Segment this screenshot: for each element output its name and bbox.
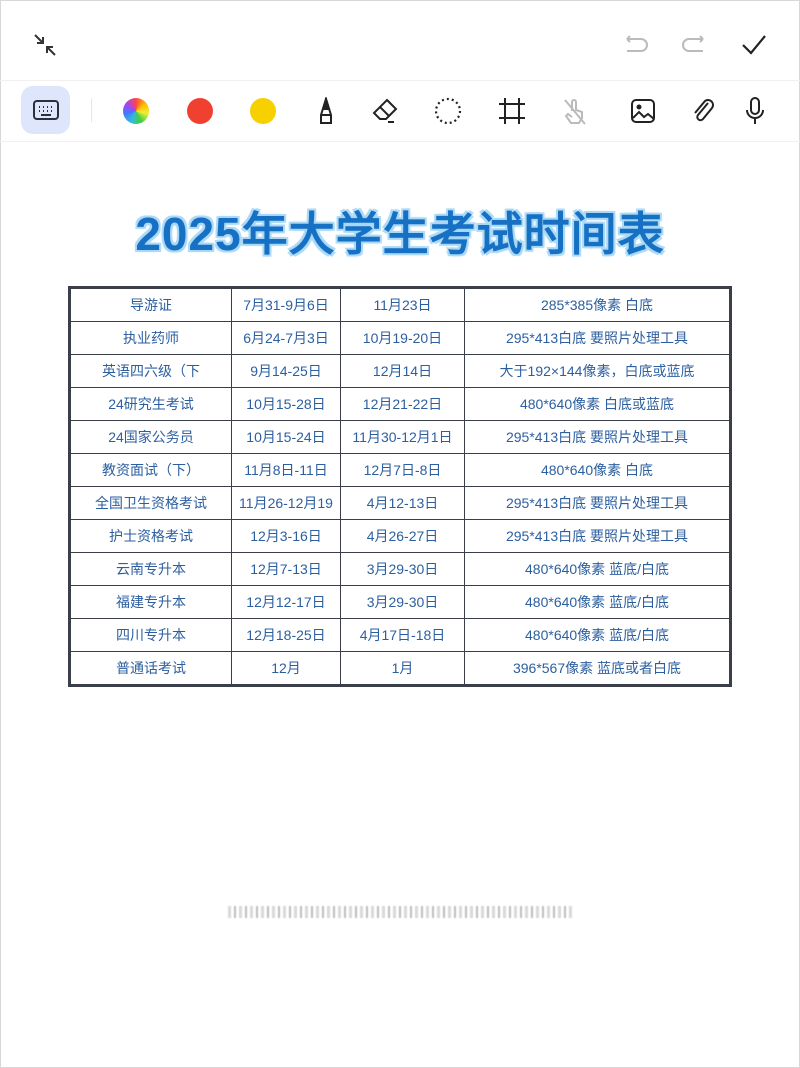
photo-requirement-cell: 285*385像素 白底: [464, 287, 731, 322]
attachment-icon[interactable]: [688, 96, 718, 126]
exam-dates-cell: 3月29-30日: [340, 552, 465, 586]
table-row: 福建专升本 12月12-17日 3月29-30日 480*640像素 蓝底/白底: [69, 585, 731, 619]
exam-dates-cell: 10月19-20日: [340, 321, 465, 355]
table-row: 执业药师 6月24-7月3日 10月19-20日 295*413白底 要照片处理工具: [69, 321, 731, 355]
keyboard-icon: [32, 100, 59, 120]
registration-dates-cell: 10月15-28日: [231, 387, 341, 421]
photo-requirement-cell: 480*640像素 白底或蓝底: [464, 387, 731, 421]
photo-requirement-cell: 295*413白底 要照片处理工具: [464, 486, 731, 520]
table-row: 导游证 7月31-9月6日 11月23日 285*385像素 白底: [69, 287, 731, 322]
exam-name-cell: 英语四六级（下: [69, 354, 232, 388]
exam-dates-cell: 12月21-22日: [340, 387, 465, 421]
photo-requirement-cell: 295*413白底 要照片处理工具: [464, 519, 731, 553]
color-wheel-icon[interactable]: [122, 97, 150, 125]
photo-requirement-cell: 396*567像素 蓝底或者白底: [464, 651, 731, 686]
red-color-icon[interactable]: [186, 97, 214, 125]
eraser-icon[interactable]: [370, 96, 400, 126]
photo-requirement-cell: 大于192×144像素，白底或蓝底: [464, 354, 731, 388]
exam-dates-cell: 4月12-13日: [340, 486, 465, 520]
drawing-toolbar: [0, 80, 800, 142]
exam-name-cell: 执业药师: [69, 321, 232, 355]
photo-requirement-cell: 295*413白底 要照片处理工具: [464, 420, 731, 454]
blurred-watermark: [228, 906, 573, 918]
exam-schedule-table: 导游证 7月31-9月6日 11月23日 285*385像素 白底 执业药师 6月24-7…: [68, 286, 732, 687]
registration-dates-cell: 11月8日-11日: [231, 453, 341, 487]
registration-dates-cell: 12月: [231, 651, 341, 686]
table-row: 教资面试（下） 11月8日-11日 12月7日-8日 480*640像素 白底: [69, 453, 731, 487]
exam-name-cell: 导游证: [69, 287, 232, 322]
registration-dates-cell: 12月12-17日: [231, 585, 341, 619]
registration-dates-cell: 6月24-7月3日: [231, 321, 341, 355]
registration-dates-cell: 12月18-25日: [231, 618, 341, 652]
exam-dates-cell: 11月23日: [340, 287, 465, 322]
image-icon[interactable]: [628, 96, 658, 126]
undo-icon[interactable]: [618, 32, 652, 58]
lasso-icon[interactable]: [433, 96, 463, 126]
pen-icon[interactable]: [312, 95, 340, 127]
exam-dates-cell: 11月30-12月1日: [340, 420, 465, 454]
exam-name-cell: 24研究生考试: [69, 387, 232, 421]
photo-requirement-cell: 480*640像素 蓝底/白底: [464, 585, 731, 619]
table-row: 普通话考试 12月 1月 396*567像素 蓝底或者白底: [69, 651, 731, 686]
exam-name-cell: 教资面试（下）: [69, 453, 232, 487]
exam-dates-cell: 4月17日-18日: [340, 618, 465, 652]
exam-name-cell: 24国家公务员: [69, 420, 232, 454]
table-row: 全国卫生资格考试 11月26-12月19 4月12-13日 295*413白底 要照片…: [69, 486, 731, 520]
exam-name-cell: 全国卫生资格考试: [69, 486, 232, 520]
table-row: 英语四六级（下 9月14-25日 12月14日 大于192×144像素，白底或蓝底: [69, 354, 731, 388]
redo-icon[interactable]: [678, 32, 712, 58]
top-bar: [0, 0, 800, 80]
exam-name-cell: 普通话考试: [69, 651, 232, 686]
registration-dates-cell: 11月26-12月19: [231, 486, 341, 520]
exam-dates-cell: 12月7日-8日: [340, 453, 465, 487]
exam-dates-cell: 4月26-27日: [340, 519, 465, 553]
photo-requirement-cell: 480*640像素 蓝底/白底: [464, 618, 731, 652]
document-title: 2025年大学生考试时间表: [135, 208, 665, 260]
exam-dates-cell: 1月: [340, 651, 465, 686]
photo-requirement-cell: 480*640像素 蓝底/白底: [464, 552, 731, 586]
registration-dates-cell: 10月15-24日: [231, 420, 341, 454]
table-row: 云南专升本 12月7-13日 3月29-30日 480*640像素 蓝底/白底: [69, 552, 731, 586]
registration-dates-cell: 9月14-25日: [231, 354, 341, 388]
keyboard-button[interactable]: [21, 86, 70, 134]
check-icon[interactable]: [738, 30, 770, 60]
registration-dates-cell: 12月3-16日: [231, 519, 341, 553]
exam-name-cell: 云南专升本: [69, 552, 232, 586]
toolbar-divider: [91, 98, 92, 122]
collapse-icon[interactable]: [30, 30, 60, 60]
table-row: 24国家公务员 10月15-24日 11月30-12月1日 295*413白底 要照片…: [69, 420, 731, 454]
touch-disabled-icon[interactable]: [560, 96, 590, 126]
photo-requirement-cell: 295*413白底 要照片处理工具: [464, 321, 731, 355]
exam-dates-cell: 3月29-30日: [340, 585, 465, 619]
exam-name-cell: 护士资格考试: [69, 519, 232, 553]
exam-dates-cell: 12月14日: [340, 354, 465, 388]
table-row: 四川专升本 12月18-25日 4月17日-18日 480*640像素 蓝底/白底: [69, 618, 731, 652]
table-row: 护士资格考试 12月3-16日 4月26-27日 295*413白底 要照片处理工具: [69, 519, 731, 553]
table-row: 24研究生考试 10月15-28日 12月21-22日 480*640像素 白底或蓝底: [69, 387, 731, 421]
photo-requirement-cell: 480*640像素 白底: [464, 453, 731, 487]
registration-dates-cell: 12月7-13日: [231, 552, 341, 586]
microphone-icon[interactable]: [740, 95, 770, 127]
crop-icon[interactable]: [497, 96, 527, 126]
yellow-color-icon[interactable]: [249, 97, 277, 125]
registration-dates-cell: 7月31-9月6日: [231, 287, 341, 322]
exam-name-cell: 四川专升本: [69, 618, 232, 652]
exam-name-cell: 福建专升本: [69, 585, 232, 619]
